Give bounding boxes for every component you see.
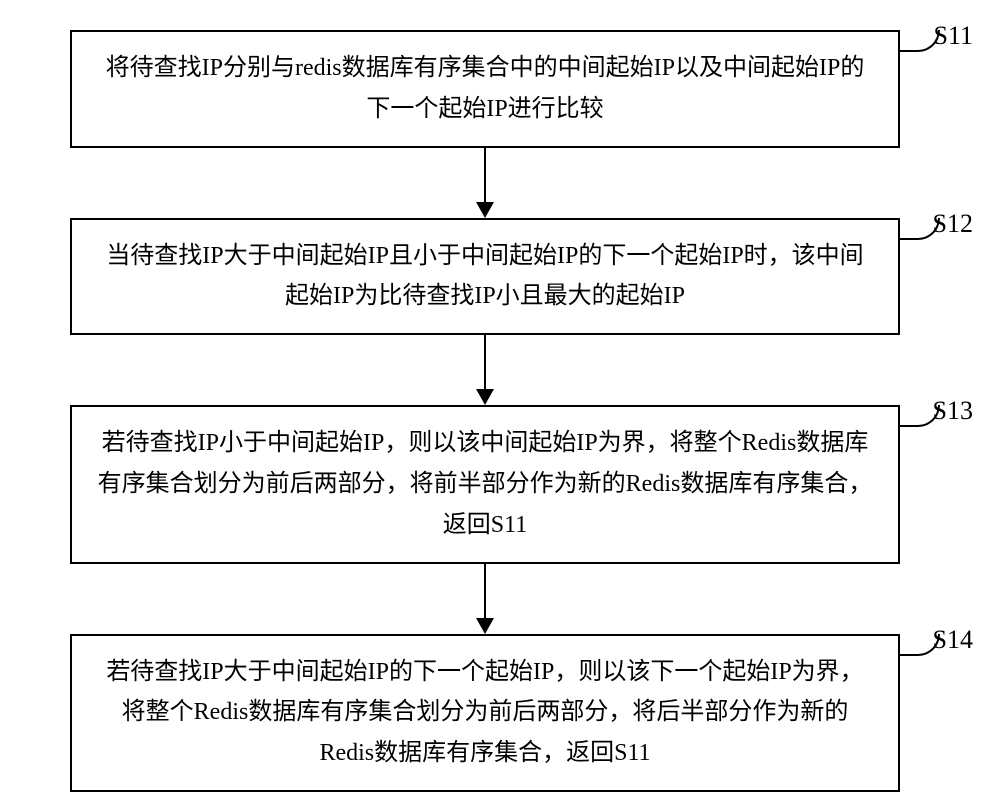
arrow xyxy=(70,335,900,405)
step-text: 若待查找IP小于中间起始IP，则以该中间起始IP为界，将整个Redis数据库有序… xyxy=(96,423,874,545)
step-label: S14 xyxy=(933,618,973,662)
flowchart-container: S11 将待查找IP分别与redis数据库有序集合中的中间起始IP以及中间起始I… xyxy=(70,30,900,792)
step-box-s13: S13 若待查找IP小于中间起始IP，则以该中间起始IP为界，将整个Redis数… xyxy=(70,405,900,563)
step-box-s14: S14 若待查找IP大于中间起始IP的下一个起始IP，则以该下一个起始IP为界，… xyxy=(70,634,900,792)
step-text: 当待查找IP大于中间起始IP且小于中间起始IP的下一个起始IP时，该中间起始IP… xyxy=(96,236,874,318)
arrow-head-icon xyxy=(476,389,494,405)
arrow-line xyxy=(484,148,486,204)
arrow-head-icon xyxy=(476,618,494,634)
arrow xyxy=(70,564,900,634)
step-label: S12 xyxy=(933,202,973,246)
step-box-s12: S12 当待查找IP大于中间起始IP且小于中间起始IP的下一个起始IP时，该中间… xyxy=(70,218,900,336)
step-label: S11 xyxy=(934,14,974,58)
arrow-line xyxy=(484,564,486,620)
step-label: S13 xyxy=(933,389,973,433)
step-box-s11: S11 将待查找IP分别与redis数据库有序集合中的中间起始IP以及中间起始I… xyxy=(70,30,900,148)
step-text: 将待查找IP分别与redis数据库有序集合中的中间起始IP以及中间起始IP的下一… xyxy=(96,48,874,130)
arrow-line xyxy=(484,335,486,391)
arrow xyxy=(70,148,900,218)
step-text: 若待查找IP大于中间起始IP的下一个起始IP，则以该下一个起始IP为界，将整个R… xyxy=(96,652,874,774)
arrow-head-icon xyxy=(476,202,494,218)
